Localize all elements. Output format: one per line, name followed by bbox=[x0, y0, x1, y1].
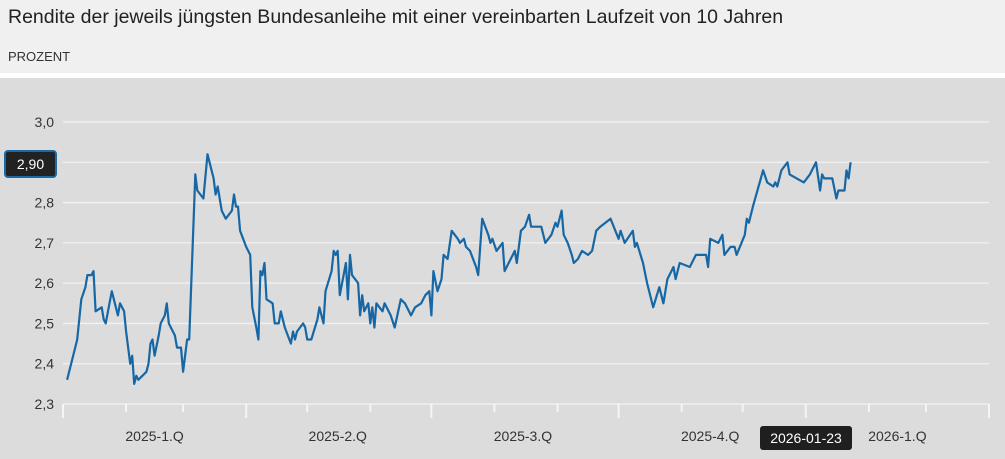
unit-label: PROZENT bbox=[8, 49, 71, 64]
y-tick-label: 2,5 bbox=[35, 315, 55, 331]
x-tick-label: 2025-3.Q bbox=[494, 428, 552, 444]
crosshair-y-label: 2,90 bbox=[4, 150, 57, 178]
plot-area[interactable] bbox=[0, 78, 1005, 459]
x-tick-label: 2025-4.Q bbox=[681, 428, 739, 444]
y-tick-label: 3,0 bbox=[35, 114, 55, 130]
y-tick-label: 2,7 bbox=[35, 235, 55, 251]
chart-header: Rendite der jeweils jüngsten Bundesanlei… bbox=[0, 0, 1005, 73]
y-tick-label: 2,8 bbox=[35, 195, 55, 211]
crosshair-x-label: 2026-01-23 bbox=[760, 426, 852, 450]
y-tick-label: 2,6 bbox=[35, 275, 55, 291]
x-tick-label: 2025-2.Q bbox=[309, 428, 367, 444]
y-tick-label: 2,4 bbox=[35, 356, 55, 372]
y-tick-label: 2,3 bbox=[35, 396, 55, 412]
x-tick-label: 2025-1.Q bbox=[125, 428, 183, 444]
yield-series-line bbox=[66, 153, 852, 385]
x-tick-label: 2026-1.Q bbox=[868, 428, 926, 444]
chart-title: Rendite der jeweils jüngsten Bundesanlei… bbox=[8, 6, 784, 28]
